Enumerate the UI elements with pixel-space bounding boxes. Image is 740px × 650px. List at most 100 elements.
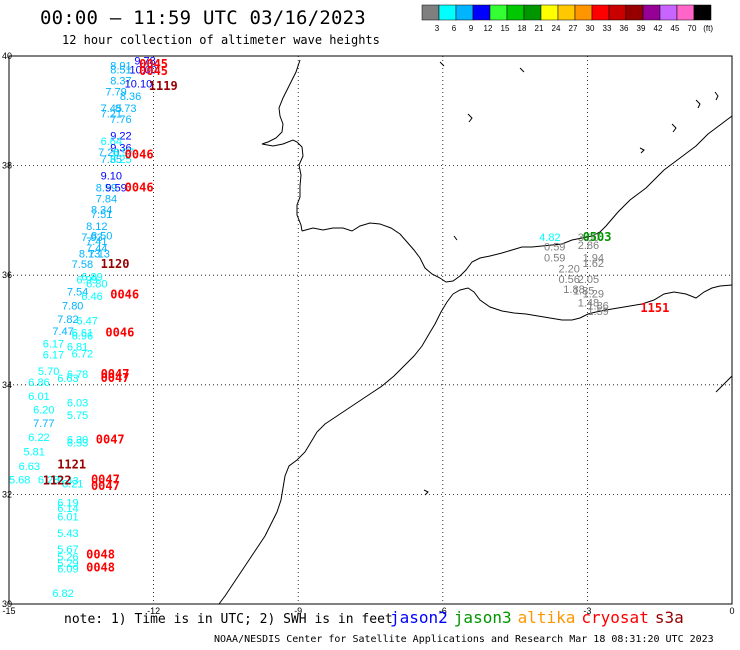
pass-time-label: 0048 [86,548,115,562]
wave-height-label: 6.80 [86,278,107,290]
wave-height-label: 6.89 [81,271,102,283]
colorbar-swatch [472,4,491,21]
pass-time-label: 1120 [101,257,130,271]
colorbar-label: 12 [484,24,493,33]
pass-time-labels: 0045004511190046004611200046004600470047… [43,57,670,574]
wave-height-label: 1.94 [583,253,604,265]
wave-height-label: 0.56 [558,274,579,286]
wave-height-label: 4.82 [539,232,560,244]
wave-height-label: 8.13 [79,248,100,260]
wave-height-label: 7.21 [101,109,122,121]
wave-height-label: 8.36 [120,91,141,103]
colorbar-swatch [591,4,610,21]
wave-height-label: 1.88 [563,284,584,296]
colorbar-swatch [574,4,593,21]
colorbar-swatch [489,4,508,21]
pass-time-label: 0045 [139,57,168,71]
legend-item-altika: altika [517,608,576,627]
colorbar-label: 6 [452,24,457,33]
colorbar-swatch [676,4,695,21]
wave-height-label: 6.03 [67,397,88,409]
satellite-legend: jason2 jason3 altika cryosat s3a [390,608,690,627]
wave-height-label: 2.86 [578,240,599,252]
colorbar-label: 33 [603,24,612,33]
colorbar-swatch [506,4,525,21]
colorbar-swatch [455,4,474,21]
wave-height-label: 0.59 [544,253,565,265]
colorbar-label: 70 [688,24,697,33]
wave-height-label: 7.77 [33,418,54,430]
legend-item-cryosat: cryosat [581,608,649,627]
wave-height-label: 8.37 [110,76,131,88]
colorbar-swatch [625,4,644,21]
wave-height-label: 6.17 [43,350,64,362]
wave-height-label: 9.10 [101,170,122,182]
wave-height-label: 5.26 [57,551,78,563]
colorbar-unit: (ft) [703,24,713,33]
wave-height-label: 8.73 [115,103,136,115]
colorbar-label: 39 [637,24,646,33]
map-frame [8,55,733,605]
wave-height-label: 6.99 [76,275,97,287]
colorbar-label: 15 [501,24,510,33]
colorbar-swatch [693,4,712,21]
pass-time-label: 0503 [583,230,612,244]
wave-height-label: 3.00 [578,232,599,244]
legend-item-jason2: jason2 [390,608,448,627]
wave-height-label: 7.20 [98,147,119,159]
wave-height-label: 2.05 [578,274,599,286]
pass-time-label: 1121 [57,457,86,471]
colorbar-swatch [438,4,457,21]
wave-height-label: 5.43 [57,528,78,540]
wave-height-label: 1.48 [578,298,599,310]
pass-time-label: 0047 [91,479,120,493]
wave-height-label: 1.62 [583,258,604,270]
legend-item-s3a: s3a [654,608,684,627]
colorbar-swatch [557,4,576,21]
wave-height-label: 1.29 [583,288,604,300]
wave-height-label: 6.72 [72,349,93,361]
wave-height-label: 8.34 [91,204,112,216]
colorbar-swatch [642,4,661,21]
y-tick-label: 32 [2,489,12,499]
wave-height-label: 6.30 [67,435,88,447]
wave-height-label: 6.09 [57,563,78,575]
x-tick-label: -3 [583,606,591,616]
wave-height-label: 6.14 [57,503,78,515]
pass-time-label: 0046 [110,287,139,301]
colorbar-label: 21 [535,24,544,33]
wave-height-label: 8.91 [110,60,131,72]
wave-height-label: 6.78 [67,369,88,381]
colorbar-label: 9 [469,24,474,33]
legend-item-jason3: jason3 [453,608,512,627]
wave-height-label: 5.29 [57,558,78,570]
wave-height-label: 7.93 [81,232,102,244]
wave-height-label: 6.43 [57,476,78,488]
colorbar: 3 6 9 12 15 18 21 24 27 30 33 36 39 42 45 70 (ft) [421,4,713,33]
wave-height-label: 7.41 [86,236,107,248]
wave-height-label: 8.59 [96,183,117,195]
colorbar-label: 30 [586,24,595,33]
pass-time-label: 0048 [86,560,115,574]
wave-height-label: 10.00 [130,65,158,77]
wave-height-label: 7.54 [67,287,88,299]
colorbar-swatch [659,4,678,21]
wave-height-label: 0.59 [544,242,565,254]
colorbar-label: 42 [654,24,663,33]
wave-height-label: 6.53 [67,437,88,449]
wave-height-label: 6.47 [76,316,97,328]
colorbar-swatch [608,4,627,21]
observation-labels: 9.788.918.5110.008.3710.107.798.367.458.… [9,55,609,600]
page-title: 00:00 – 11:59 UTC 03/16/2023 [40,7,366,29]
colorbar-swatch [523,4,542,21]
wave-height-label: 7.51 [91,209,112,221]
pass-time-label: 0047 [101,371,130,385]
wave-height-label: 6.21 [62,478,83,490]
colorbar-swatch [421,4,440,21]
y-tick-label: 30 [2,599,12,609]
wave-height-label: 6.19 [57,498,78,510]
wave-height-label: 6.46 [81,291,102,303]
wave-height-label: 5.67 [57,544,78,556]
wave-height-label: 6.86 [28,377,49,389]
